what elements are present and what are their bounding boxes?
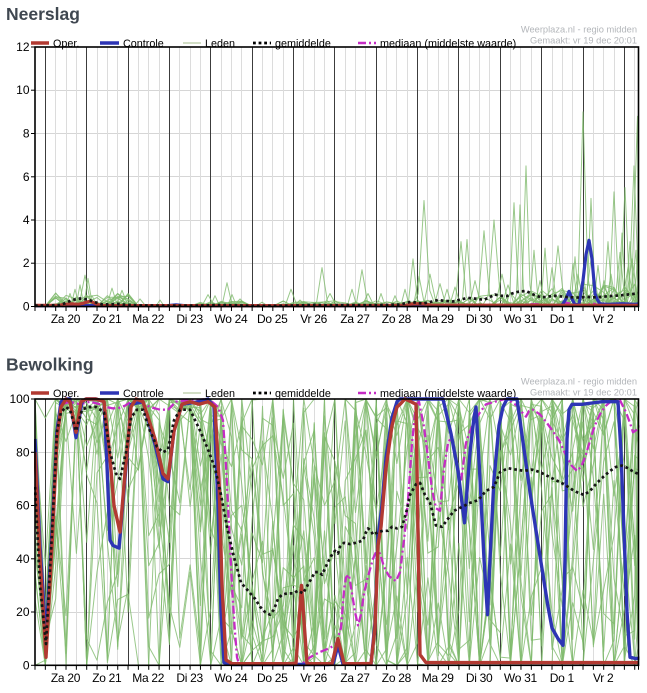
svg-text:Gemaakt: vr 19 dec 20:01: Gemaakt: vr 19 dec 20:01 (530, 388, 637, 398)
svg-text:Do 25: Do 25 (257, 671, 288, 685)
svg-text:Do 1: Do 1 (550, 312, 575, 326)
svg-text:Za 20: Za 20 (51, 312, 81, 326)
svg-text:Weerplaza.nl - regio midden: Weerplaza.nl - regio midden (521, 377, 637, 387)
svg-text:Weerplaza.nl - regio midden: Weerplaza.nl - regio midden (521, 25, 637, 35)
svg-text:20: 20 (16, 605, 30, 619)
svg-text:Zo 28: Zo 28 (382, 671, 412, 685)
svg-text:40: 40 (16, 552, 30, 566)
svg-text:2: 2 (23, 256, 30, 270)
svg-text:80: 80 (16, 445, 30, 459)
svg-text:10: 10 (16, 83, 30, 97)
svg-text:Do 1: Do 1 (550, 671, 575, 685)
svg-text:Zo 28: Zo 28 (382, 312, 412, 326)
svg-text:Vr 26: Vr 26 (300, 671, 327, 685)
svg-text:Oper.: Oper. (53, 388, 79, 400)
svg-text:Za 27: Za 27 (340, 671, 370, 685)
svg-text:Ma 22: Ma 22 (132, 671, 164, 685)
svg-text:Controle: Controle (123, 388, 164, 400)
svg-text:Wo 31: Wo 31 (504, 312, 538, 326)
svg-text:0: 0 (23, 300, 30, 314)
svg-text:4: 4 (23, 213, 30, 227)
svg-text:gemiddelde: gemiddelde (275, 388, 331, 400)
svg-text:Leden: Leden (205, 38, 235, 50)
svg-text:Leden: Leden (205, 388, 235, 400)
svg-text:Wo 24: Wo 24 (214, 312, 248, 326)
svg-text:Di 23: Di 23 (176, 671, 203, 685)
svg-text:Za 27: Za 27 (340, 312, 370, 326)
svg-text:gemiddelde: gemiddelde (275, 38, 331, 50)
svg-text:Controle: Controle (123, 38, 164, 50)
svg-text:Za 20: Za 20 (51, 671, 81, 685)
svg-text:Di 23: Di 23 (176, 312, 203, 326)
svg-text:Ma 29: Ma 29 (422, 671, 454, 685)
svg-text:Wo 31: Wo 31 (504, 671, 538, 685)
svg-text:Zo 21: Zo 21 (92, 671, 122, 685)
svg-text:Neerslag: Neerslag (6, 4, 80, 24)
svg-text:Vr 2: Vr 2 (593, 671, 614, 685)
svg-text:8: 8 (23, 127, 30, 141)
svg-text:mediaan (middelste waarde): mediaan (middelste waarde) (380, 388, 516, 400)
svg-text:Gemaakt: vr 19 dec 20:01: Gemaakt: vr 19 dec 20:01 (530, 36, 637, 46)
svg-text:6: 6 (23, 170, 30, 184)
svg-text:Wo 24: Wo 24 (214, 671, 248, 685)
svg-text:Ma 29: Ma 29 (422, 312, 454, 326)
svg-text:0: 0 (23, 658, 30, 672)
svg-text:mediaan (middelste waarde): mediaan (middelste waarde) (380, 38, 516, 50)
svg-text:Vr 26: Vr 26 (300, 312, 327, 326)
svg-text:60: 60 (16, 499, 30, 513)
svg-text:Ma 22: Ma 22 (132, 312, 164, 326)
svg-text:Di 30: Di 30 (466, 312, 493, 326)
svg-text:12: 12 (16, 40, 30, 54)
svg-text:Oper.: Oper. (53, 38, 79, 50)
svg-text:Di 30: Di 30 (466, 671, 493, 685)
svg-text:Bewolking: Bewolking (6, 354, 94, 374)
svg-text:100: 100 (9, 392, 29, 406)
svg-text:Zo 21: Zo 21 (92, 312, 122, 326)
svg-text:Vr 2: Vr 2 (593, 312, 614, 326)
svg-text:Do 25: Do 25 (257, 312, 288, 326)
